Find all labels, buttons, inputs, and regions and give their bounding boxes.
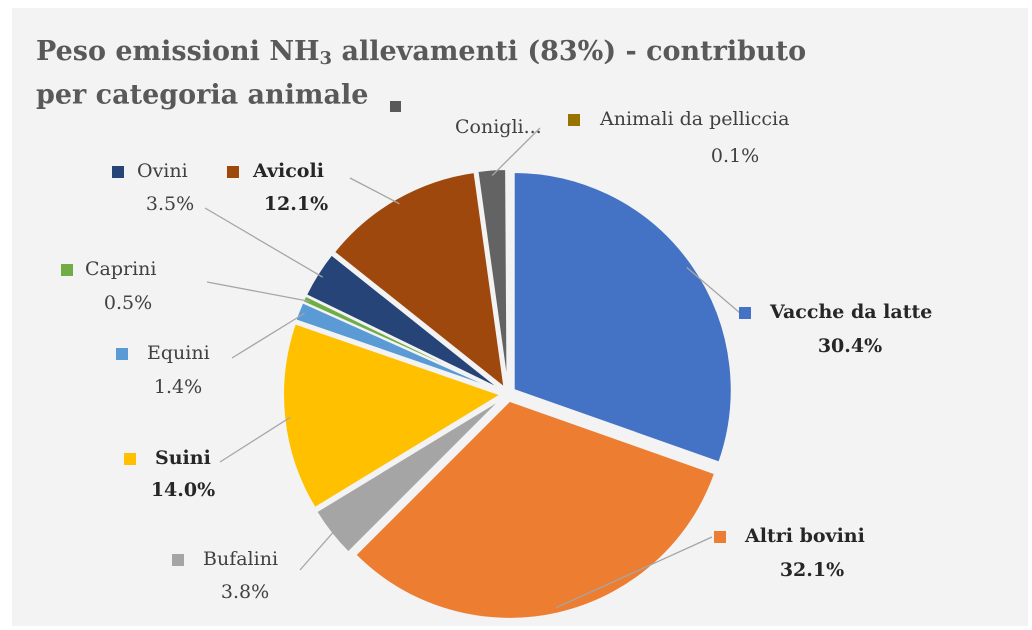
legend-marker <box>61 264 73 276</box>
slice-name: Animali da pelliccia <box>599 108 789 130</box>
slice-value-label: 3.8% <box>221 581 269 603</box>
legend-marker <box>568 114 580 126</box>
slice-value-label: 12.1% <box>264 193 328 215</box>
leader-line <box>491 127 541 177</box>
slice-name: Suini <box>155 447 211 469</box>
slice-name: Caprini <box>85 258 157 280</box>
slice-name: Bufalini <box>203 548 278 570</box>
legend-marker <box>116 348 128 360</box>
leader-line <box>231 312 305 359</box>
legend-marker <box>227 166 239 178</box>
slice-name: Conigli... <box>455 116 542 138</box>
leader-line <box>206 281 310 303</box>
title-part: Peso emissioni NH <box>36 36 320 67</box>
leader-line <box>349 177 400 205</box>
chart-title: Peso emissioni NH3 allevamenti (83%) - c… <box>36 36 806 70</box>
leader-line <box>219 416 291 463</box>
pie-slice <box>332 170 506 391</box>
leader-line <box>299 528 337 571</box>
slice-name: Vacche da latte <box>769 301 932 323</box>
pie-slice <box>512 170 733 464</box>
leader-line <box>204 207 324 278</box>
legend-marker <box>739 307 751 319</box>
slice-value-label: 3.5% <box>146 193 194 215</box>
leader-line <box>686 267 741 314</box>
stray-legend-marker <box>390 101 401 112</box>
pie-slice <box>353 399 717 620</box>
title-part: allevamenti (83%) - contributo <box>332 36 806 67</box>
leader-line <box>556 536 713 609</box>
slice-name: Equini <box>147 342 210 364</box>
legend-marker <box>112 166 124 178</box>
slice-name: Avicoli <box>252 160 324 182</box>
pie-slice <box>282 322 504 510</box>
chart-title-line2: per categoria animale <box>36 80 368 111</box>
slice-name: Ovini <box>137 160 188 182</box>
pie-slice <box>505 167 509 388</box>
slice-value-label: 0.1% <box>711 145 759 167</box>
legend-marker <box>172 554 184 566</box>
slice-value-label: 1.4% <box>154 376 202 398</box>
slice-value-label: 30.4% <box>818 335 882 357</box>
slice-name: Altri bovini <box>744 525 865 547</box>
legend-marker <box>124 453 136 465</box>
slice-value-label: 0.5% <box>104 292 152 314</box>
slice-value-label: 32.1% <box>780 559 844 581</box>
legend-marker <box>714 531 726 543</box>
pie-slice <box>314 397 504 554</box>
title-subscript: 3 <box>320 48 333 69</box>
slice-value-label: 14.0% <box>151 479 215 501</box>
